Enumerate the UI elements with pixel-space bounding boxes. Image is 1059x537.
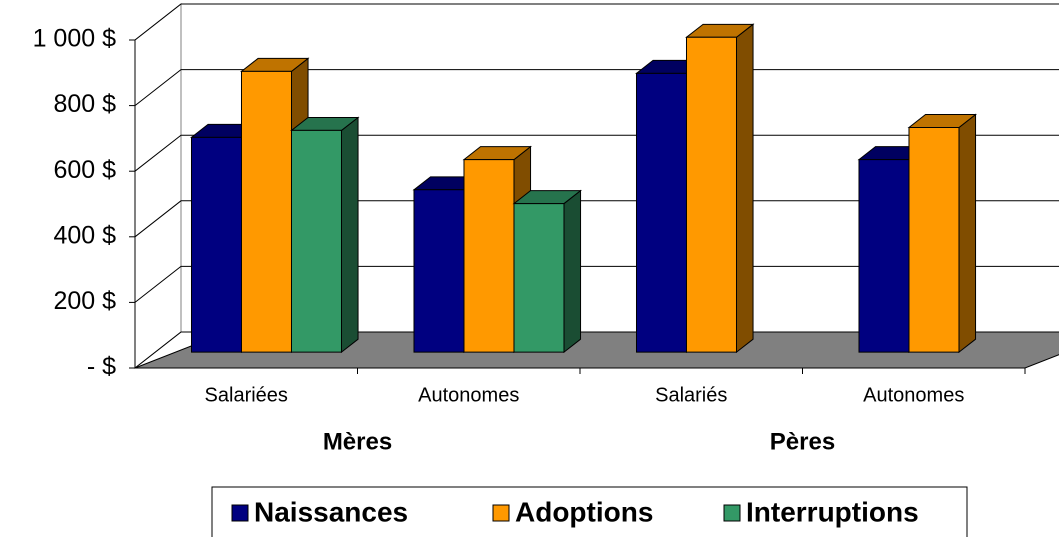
bar xyxy=(907,113,978,354)
legend-box xyxy=(211,486,968,537)
y-tick-label: 400 $ xyxy=(53,221,116,249)
y-tick-label: 800 $ xyxy=(53,90,116,118)
bar-side xyxy=(340,116,359,354)
bar-front xyxy=(685,36,737,353)
bar-front xyxy=(858,159,910,353)
bar-front xyxy=(190,136,242,353)
x-tick-label: Salariés xyxy=(655,384,727,406)
legend-swatch xyxy=(723,504,741,522)
group-label: Pères xyxy=(770,428,835,455)
x-tick-label: Autonomes xyxy=(863,384,964,406)
legend-label: Adoptions xyxy=(515,496,653,527)
bar-front xyxy=(513,203,565,353)
grid-line xyxy=(134,69,1059,106)
y-tick-label: 1 000 $ xyxy=(33,25,117,53)
grid-line xyxy=(134,265,1059,303)
legend-swatch xyxy=(231,504,249,522)
bar xyxy=(512,189,583,354)
x-tick-label: Autonomes xyxy=(418,384,519,406)
grid-line xyxy=(134,200,1059,238)
legend: Naissances Adoptions Interruptions xyxy=(211,486,968,537)
group-label: Mères xyxy=(323,428,392,455)
legend-label: Interruptions xyxy=(746,496,919,527)
grid-line xyxy=(134,134,1059,172)
legend-swatch xyxy=(492,504,510,522)
y-tick-label: - $ xyxy=(87,353,116,381)
bar-side xyxy=(958,113,977,354)
bar-side xyxy=(563,189,582,354)
bar-front xyxy=(413,189,465,353)
bar-front xyxy=(463,159,515,353)
bar xyxy=(290,116,360,354)
bar xyxy=(685,23,755,354)
bar-front xyxy=(635,72,687,353)
y-tick-label: 600 $ xyxy=(53,156,116,184)
bar-front xyxy=(240,70,292,353)
legend-label: Naissances xyxy=(254,496,408,527)
grid-line xyxy=(134,3,1059,41)
bar-front xyxy=(290,129,342,353)
side-wall xyxy=(134,2,182,370)
bar-front xyxy=(908,126,960,353)
bar-side xyxy=(735,23,754,354)
y-tick-label: 200 $ xyxy=(53,287,116,315)
x-tick-label: Salariées xyxy=(205,384,288,406)
